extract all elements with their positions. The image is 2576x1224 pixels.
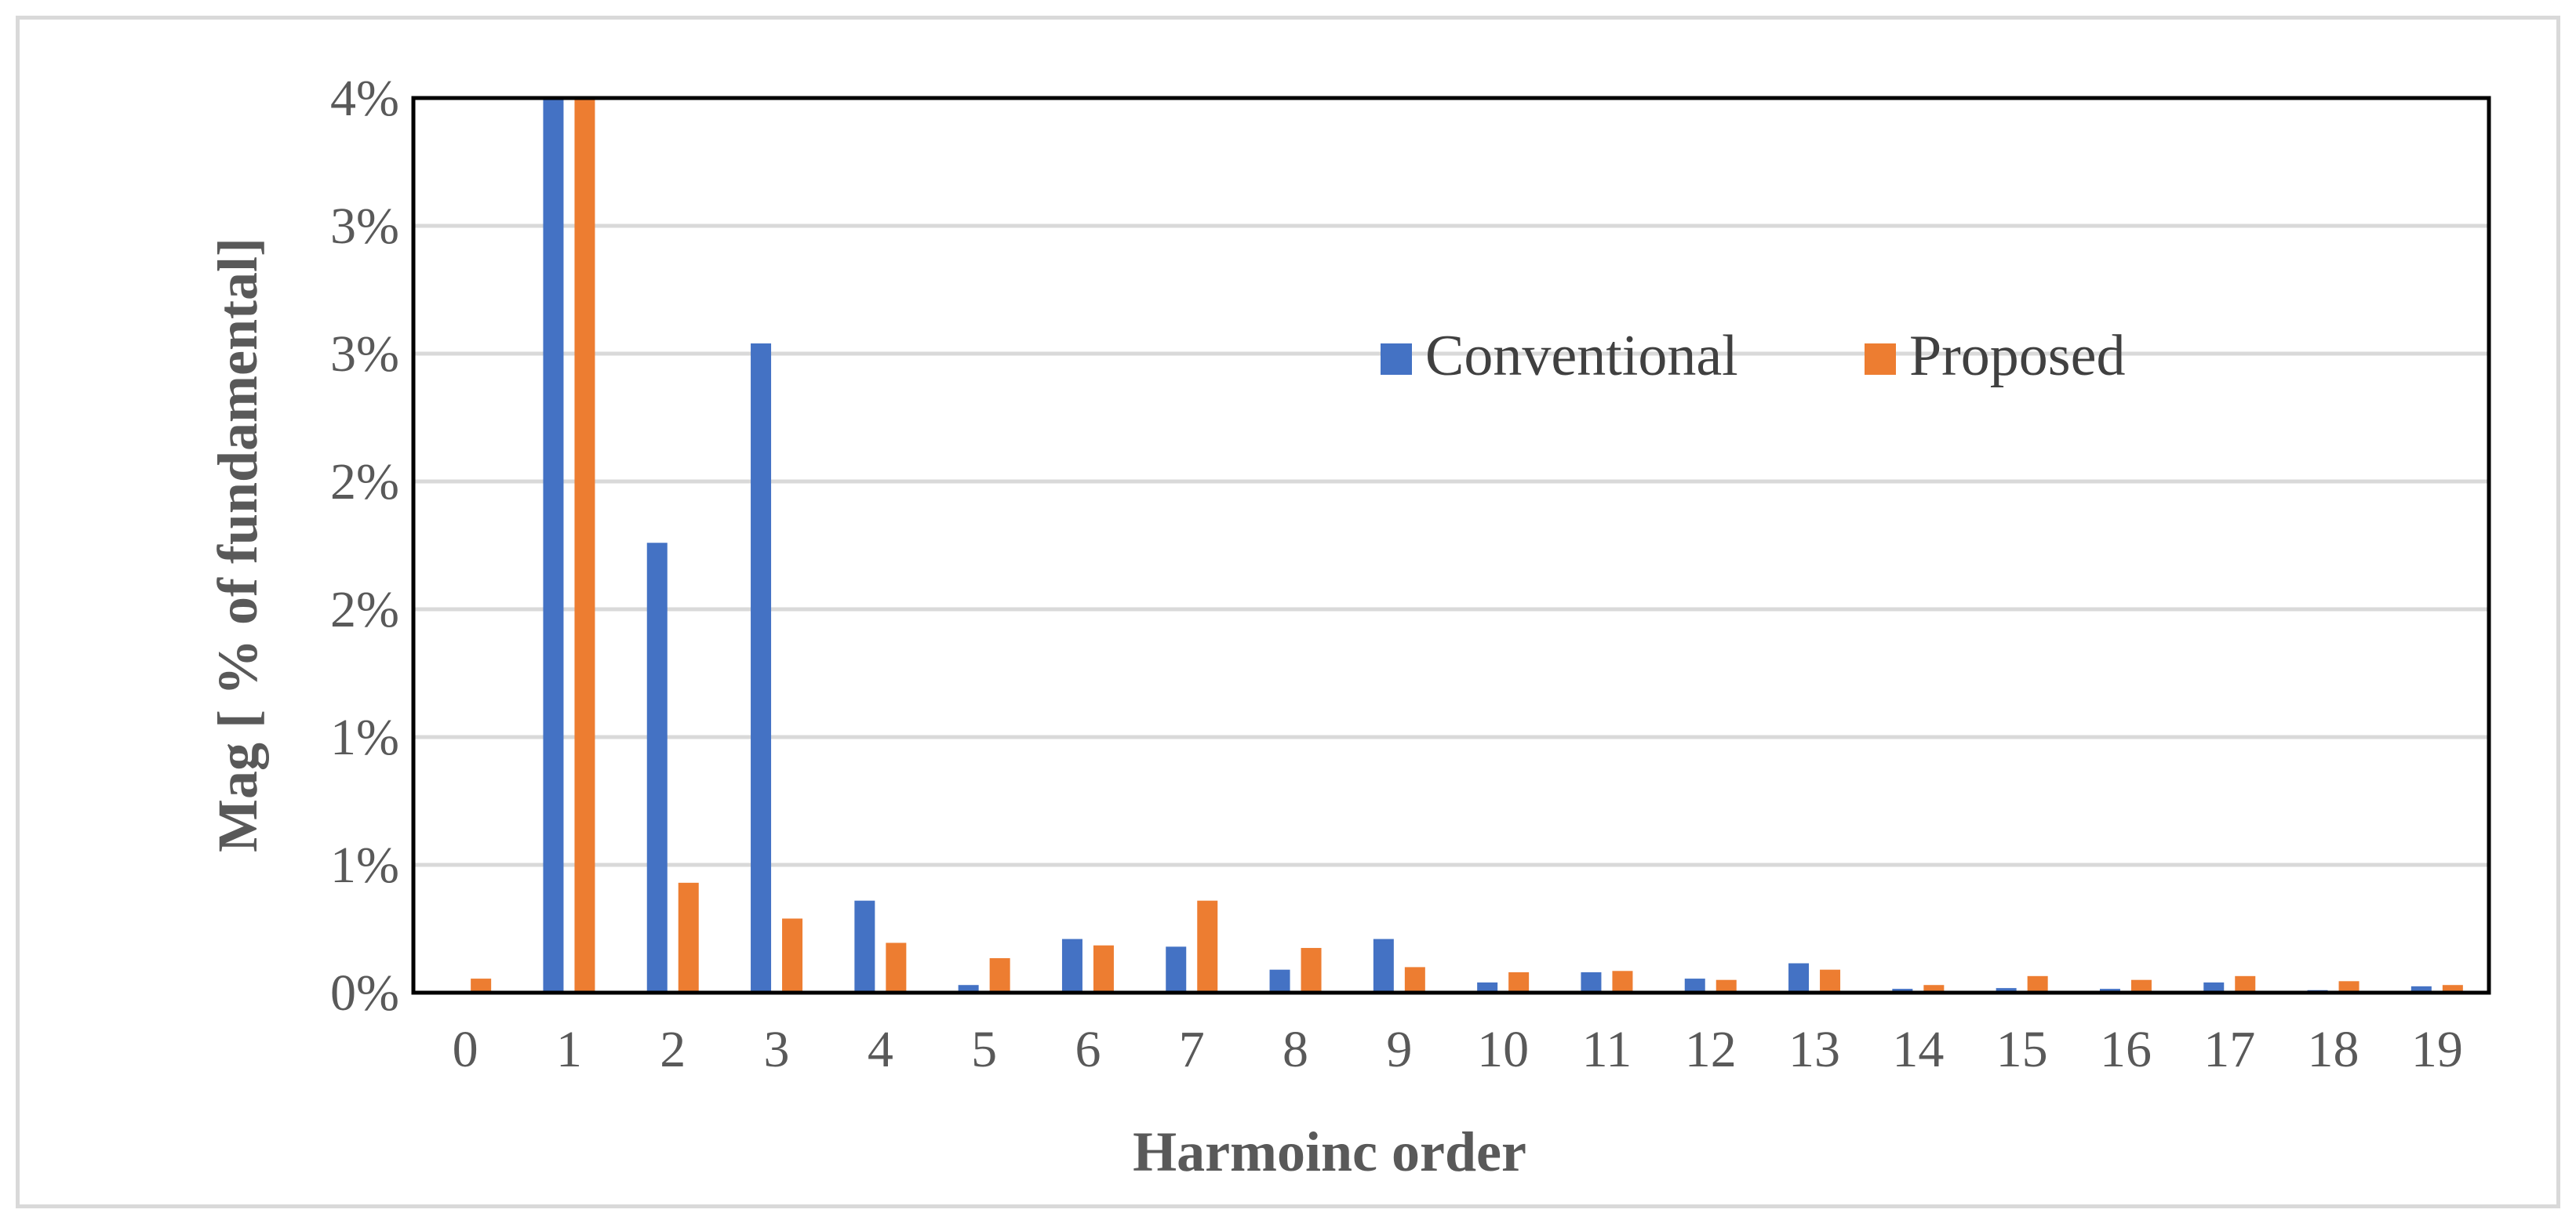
x-tick-label-3: 3 bbox=[764, 1021, 790, 1078]
bar-conventional-11 bbox=[1581, 972, 1602, 993]
bar-proposed-5 bbox=[989, 957, 1010, 993]
bar-conventional-5 bbox=[958, 985, 979, 993]
x-tick-label-5: 5 bbox=[971, 1021, 997, 1078]
bar-proposed-9 bbox=[1404, 967, 1425, 993]
legend-swatch-proposed bbox=[1865, 343, 1896, 375]
x-tick-label-10: 10 bbox=[1477, 1021, 1529, 1078]
gridlines bbox=[413, 96, 2489, 995]
y-tick-label-2: 1% bbox=[330, 709, 399, 766]
x-tick-label-13: 13 bbox=[1788, 1021, 1840, 1078]
x-tick-label-9: 9 bbox=[1386, 1021, 1412, 1078]
legend-label-conventional: Conventional bbox=[1425, 324, 1738, 388]
y-tick-label-5: 3% bbox=[330, 325, 399, 383]
bar-proposed-4 bbox=[886, 943, 907, 993]
y-tick-label-7: 4% bbox=[330, 70, 399, 127]
bar-proposed-8 bbox=[1301, 947, 1322, 993]
bar-conventional-19 bbox=[2410, 986, 2432, 993]
harmonic-bar-chart: 0%1%1%2%2%3%3%4% 0 1 2 3 4 5 6 7 8 9 10 11 12 13 14 15 1… bbox=[206, 70, 2491, 1183]
x-tick-label-14: 14 bbox=[1892, 1021, 1944, 1078]
bar-conventional-9 bbox=[1373, 939, 1394, 993]
bar-conventional-6 bbox=[1061, 939, 1082, 993]
legend-label-proposed: Proposed bbox=[1909, 324, 2125, 388]
bar-proposed-15 bbox=[2027, 975, 2048, 993]
bar-proposed-14 bbox=[1923, 985, 1945, 993]
x-tick-label-7: 7 bbox=[1179, 1021, 1205, 1078]
bar-proposed-13 bbox=[1820, 969, 1841, 993]
y-tick-label-3: 2% bbox=[330, 581, 399, 638]
x-tick-label-12: 12 bbox=[1685, 1021, 1737, 1078]
plot-border bbox=[411, 96, 2491, 995]
y-tick-labels: 0% 1% 1% 2% 2% 3% 3% 4% bbox=[330, 70, 399, 1022]
x-tick-label-15: 15 bbox=[1996, 1021, 2048, 1078]
legend: Conventional Proposed bbox=[1381, 324, 2125, 388]
bar-conventional-4 bbox=[854, 900, 875, 993]
x-tick-label-19: 19 bbox=[2411, 1021, 2463, 1078]
bar-proposed-2 bbox=[678, 882, 699, 993]
x-axis-title: Harmoinc order bbox=[1133, 1120, 1526, 1183]
bar-conventional-17 bbox=[2203, 982, 2225, 993]
x-tick-label-0: 0 bbox=[453, 1021, 478, 1078]
bar-proposed-11 bbox=[1612, 971, 1633, 993]
y-tick-label-4: 2% bbox=[330, 453, 399, 510]
bar-proposed-10 bbox=[1508, 972, 1530, 993]
bars bbox=[471, 98, 2463, 993]
bar-conventional-1 bbox=[543, 98, 564, 993]
bar-conventional-15 bbox=[1996, 988, 2017, 993]
bar-proposed-19 bbox=[2442, 985, 2463, 993]
y-axis-title: Mag [ % of fundamental] bbox=[206, 238, 269, 852]
x-tick-label-4: 4 bbox=[868, 1021, 893, 1078]
x-tick-labels: 0 1 2 3 4 5 6 7 8 9 10 11 12 13 14 15 16 17 18 19 bbox=[453, 1021, 2463, 1078]
y-tick-label-1: 1% bbox=[330, 837, 399, 894]
x-tick-label-1: 1 bbox=[556, 1021, 582, 1078]
x-tick-label-18: 18 bbox=[2308, 1021, 2360, 1078]
x-tick-label-16: 16 bbox=[2100, 1021, 2152, 1078]
bar-proposed-16 bbox=[2130, 979, 2152, 993]
bar-proposed-12 bbox=[1716, 979, 1737, 993]
x-tick-label-2: 2 bbox=[660, 1021, 686, 1078]
bar-conventional-10 bbox=[1477, 982, 1498, 993]
y-tick-label-0: 0% bbox=[330, 964, 399, 1022]
bar-proposed-18 bbox=[2338, 981, 2360, 993]
legend-swatch-conventional bbox=[1381, 343, 1412, 375]
y-tick-label-6: 3% bbox=[330, 198, 399, 255]
bar-conventional-3 bbox=[751, 343, 772, 993]
x-tick-label-6: 6 bbox=[1075, 1021, 1101, 1078]
bar-proposed-1 bbox=[574, 98, 595, 993]
bar-proposed-0 bbox=[471, 979, 492, 993]
bar-conventional-8 bbox=[1269, 969, 1290, 993]
plot-area-border bbox=[411, 96, 2491, 995]
bar-conventional-7 bbox=[1166, 946, 1187, 993]
x-tick-label-17: 17 bbox=[2203, 1021, 2255, 1078]
x-tick-label-8: 8 bbox=[1283, 1021, 1308, 1078]
bar-conventional-12 bbox=[1684, 979, 1705, 993]
x-tick-label-11: 11 bbox=[1582, 1021, 1632, 1078]
bar-proposed-3 bbox=[782, 918, 803, 993]
chart-frame: 0% 1% 1% 2% 2% 3% 3% 4% 0 1 2 3 4 5 6 7 8 9 10 11 12 13 14 15 1… bbox=[16, 16, 2560, 1208]
bar-proposed-17 bbox=[2235, 975, 2256, 993]
bar-proposed-6 bbox=[1093, 945, 1114, 993]
bar-conventional-13 bbox=[1788, 963, 1810, 993]
bar-proposed-7 bbox=[1197, 900, 1218, 993]
bar-conventional-2 bbox=[646, 543, 668, 993]
